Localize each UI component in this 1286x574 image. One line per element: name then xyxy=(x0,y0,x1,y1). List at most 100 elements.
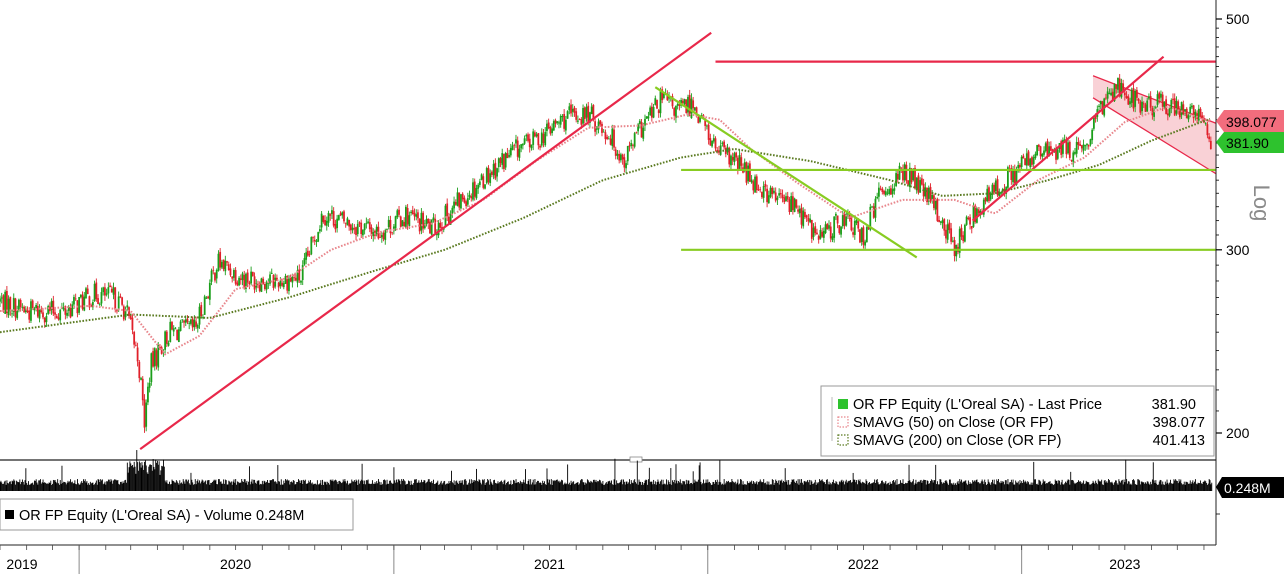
volume-bar xyxy=(170,484,172,491)
candle-body xyxy=(59,309,62,321)
volume-bar xyxy=(258,480,260,491)
candle-body xyxy=(919,180,922,193)
volume-bar xyxy=(773,484,775,491)
volume-bar xyxy=(504,479,506,491)
volume-bar xyxy=(952,484,954,491)
volume-bar xyxy=(1023,482,1025,491)
candle-body xyxy=(616,153,619,156)
volume-bar xyxy=(340,481,342,491)
candle-body xyxy=(40,310,43,313)
volume-bar xyxy=(294,484,296,491)
volume-bar xyxy=(1037,484,1039,491)
candle-body xyxy=(917,175,920,193)
volume-bar xyxy=(872,482,874,491)
candle-body xyxy=(363,223,366,231)
candle-body xyxy=(122,306,125,320)
volume-bar xyxy=(775,479,777,491)
volume-bar xyxy=(251,479,253,491)
volume-bar xyxy=(43,482,45,491)
volume-bar xyxy=(682,480,684,491)
volume-bar xyxy=(650,481,652,491)
volume-bar xyxy=(660,481,661,491)
candle-body xyxy=(546,123,548,132)
volume-bar xyxy=(1084,483,1086,491)
volume-bar xyxy=(45,483,47,491)
volume-bar xyxy=(850,482,852,491)
candle-body xyxy=(657,110,660,113)
volume-bar xyxy=(156,460,158,491)
candle-body xyxy=(1170,99,1173,109)
candle-body xyxy=(1166,113,1169,116)
volume-bar xyxy=(892,480,894,491)
volume-bar xyxy=(402,479,404,491)
volume-bar xyxy=(999,483,1001,491)
volume-bar xyxy=(887,482,889,491)
volume-bar xyxy=(1090,484,1091,491)
volume-bar xyxy=(434,484,436,491)
candle-body xyxy=(344,222,347,224)
volume-bar xyxy=(387,483,389,491)
volume-bar xyxy=(135,473,137,491)
candle-body xyxy=(310,237,313,255)
volume-bar xyxy=(299,483,301,491)
volume-bar xyxy=(341,483,342,491)
candle-body xyxy=(860,228,863,242)
volume-bar xyxy=(457,483,459,491)
volume-bar xyxy=(1059,480,1060,491)
volume-bar xyxy=(95,480,97,491)
volume-bar xyxy=(752,483,753,491)
candle-body xyxy=(1172,98,1174,100)
candle-body xyxy=(1206,124,1209,136)
candle-body xyxy=(1087,144,1090,147)
volume-bar xyxy=(62,482,64,491)
volume-bar xyxy=(320,480,322,491)
candle-body xyxy=(1056,149,1059,159)
candle-body xyxy=(1012,169,1014,183)
volume-bar xyxy=(531,482,533,491)
legend-row-sma200[interactable]: SMAVG (200) on Close (OR FP) 401.413 xyxy=(837,433,1205,449)
volume-bar xyxy=(237,481,239,491)
legend-row-last-price[interactable]: OR FP Equity (L'Oreal SA) - Last Price 3… xyxy=(831,397,1196,441)
legend-row-sma50[interactable]: SMAVG (50) on Close (OR FP) 398.077 xyxy=(837,415,1205,431)
volume-bar xyxy=(1179,481,1181,491)
volume-bar xyxy=(39,480,41,491)
candle-body xyxy=(1001,189,1004,192)
volume-bar xyxy=(466,484,468,491)
volume-bar xyxy=(847,481,849,491)
volume-bar xyxy=(220,481,222,491)
candle-body xyxy=(394,216,397,229)
candle-body xyxy=(824,224,827,233)
volume-bar xyxy=(1071,479,1073,491)
candle-body xyxy=(802,210,805,227)
volume-bar xyxy=(584,484,586,491)
volume-bar xyxy=(423,480,425,491)
candle-body xyxy=(303,258,306,265)
candle-body xyxy=(214,272,216,281)
pane-divider-handle[interactable] xyxy=(629,456,643,463)
volume-bar xyxy=(677,483,679,491)
volume-bar xyxy=(132,467,134,491)
candle-body xyxy=(826,223,829,230)
volume-bar xyxy=(546,468,548,491)
volume-bar xyxy=(137,462,139,491)
candle-body xyxy=(284,275,287,284)
volume-bar xyxy=(801,479,802,491)
volume-bar xyxy=(671,484,673,491)
volume-bar xyxy=(601,483,603,491)
volume-bar xyxy=(580,480,581,491)
candle-body xyxy=(257,283,259,285)
candle-body xyxy=(516,140,519,157)
volume-bar xyxy=(1113,484,1115,491)
volume-bar xyxy=(711,484,713,491)
volume-legend[interactable]: OR FP Equity (L'Oreal SA) - Volume 0.248… xyxy=(0,498,354,531)
volume-bar xyxy=(1117,484,1119,491)
volume-bar xyxy=(557,481,559,491)
volume-bar xyxy=(497,481,499,491)
volume-bar xyxy=(992,483,994,491)
candle-body xyxy=(23,306,25,313)
volume-bar xyxy=(203,482,205,491)
volume-bar xyxy=(1174,480,1176,491)
volume-bar xyxy=(485,482,487,491)
volume-bar xyxy=(743,484,745,491)
candle-body xyxy=(152,351,154,367)
